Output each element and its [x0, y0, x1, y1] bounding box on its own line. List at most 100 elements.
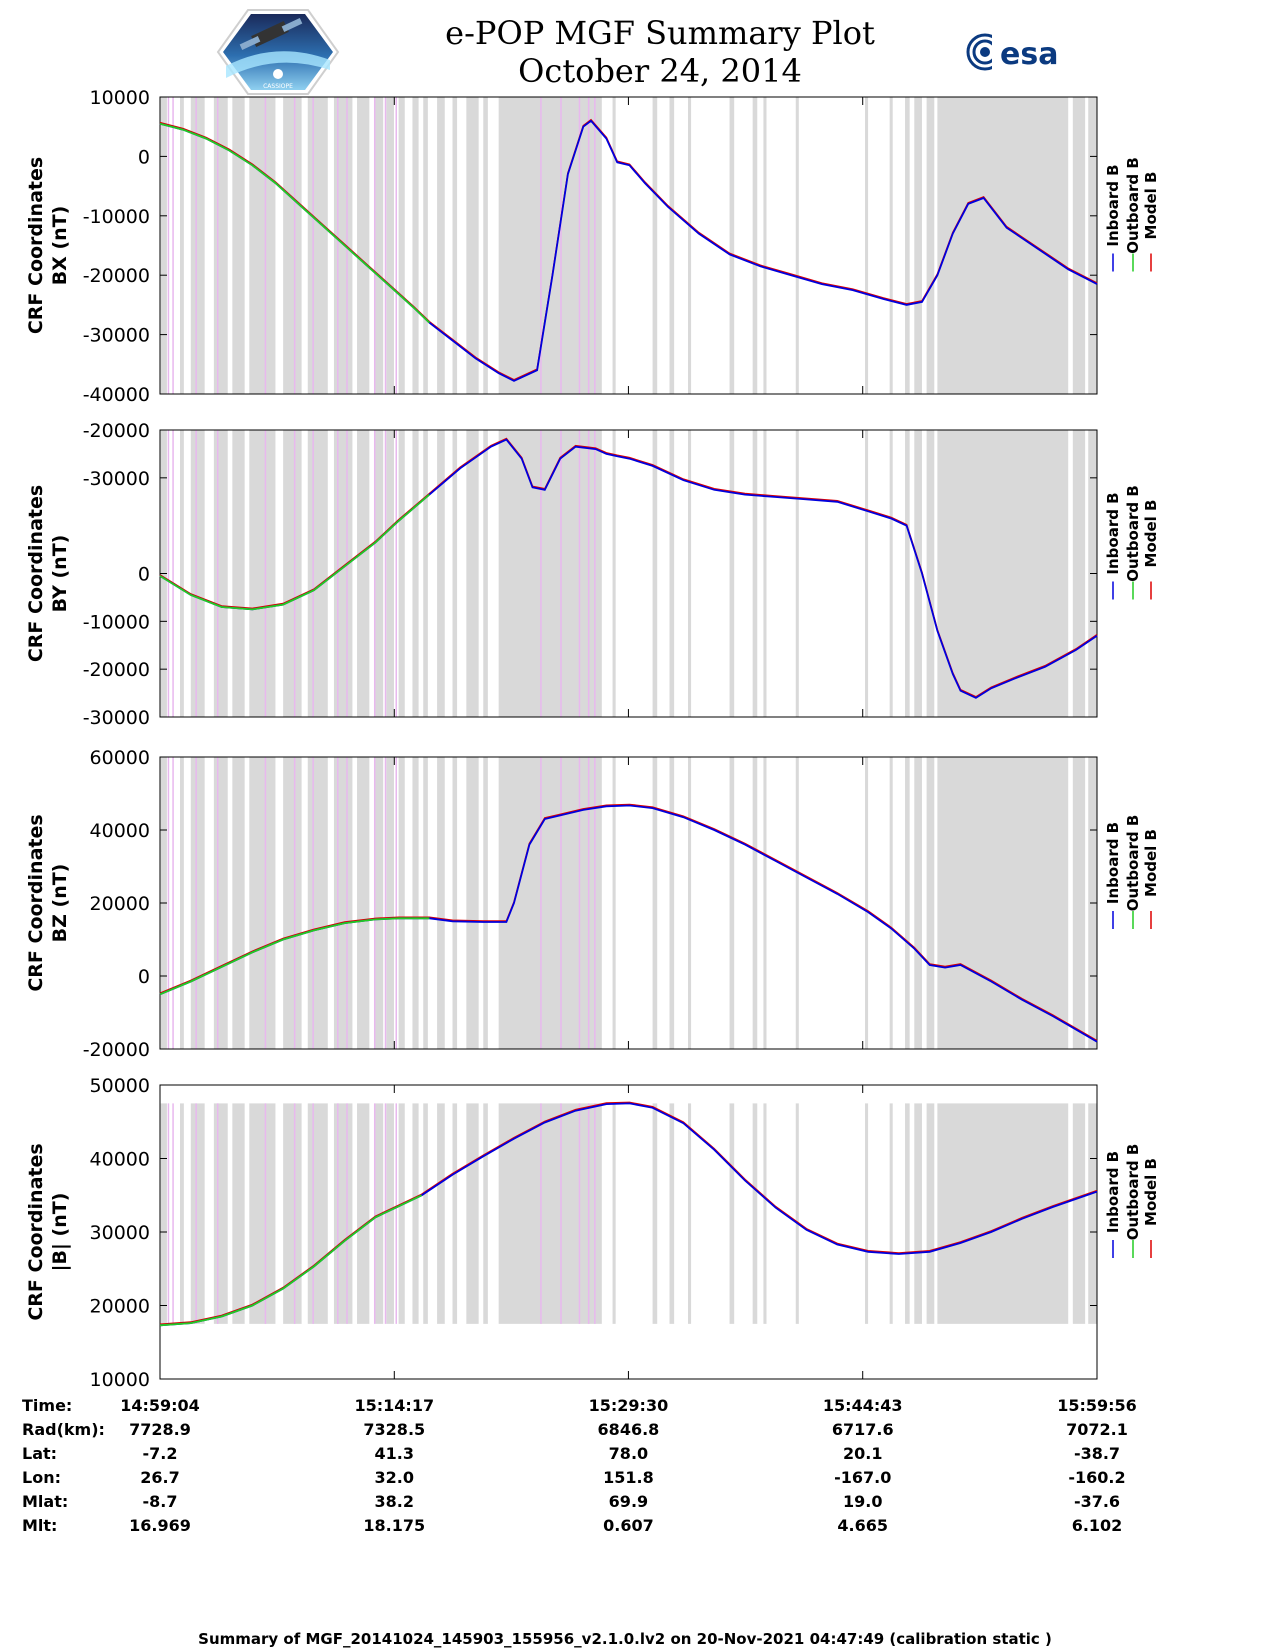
- ytick-label: 20000: [90, 1296, 150, 1318]
- gap-gray-18: [483, 97, 488, 394]
- gap-pink-11: [395, 1103, 398, 1324]
- gap-gray-13: [412, 97, 419, 394]
- gap-gray-24: [729, 757, 735, 1049]
- ytick-label: -40000: [83, 384, 150, 406]
- gap-gray-29: [889, 430, 893, 717]
- gap-pink-16: [594, 757, 596, 1049]
- gap-pink-8: [346, 430, 348, 717]
- gap-gray-13: [412, 430, 419, 717]
- table-cell: -160.2: [1068, 1468, 1125, 1487]
- table-cell: 7072.1: [1066, 1420, 1128, 1439]
- gap-pink-3: [216, 1103, 219, 1324]
- gap-gray-7: [307, 430, 328, 717]
- gap-pink-3: [216, 97, 219, 394]
- gap-gray-17: [466, 757, 479, 1049]
- gap-gray-0: [160, 97, 167, 394]
- gap-gray-2: [190, 430, 205, 717]
- gap-gray-5: [249, 757, 276, 1049]
- gap-pink-13: [560, 757, 562, 1049]
- gap-gray-31: [914, 97, 922, 394]
- gap-pink-4: [264, 757, 267, 1049]
- gap-gray-17: [466, 1103, 479, 1324]
- gap-pink-2: [195, 430, 197, 717]
- gap-pink-4: [264, 430, 267, 717]
- ytick-label: 40000: [90, 1149, 150, 1171]
- gap-gray-9: [357, 757, 370, 1049]
- gap-gray-18: [483, 430, 488, 717]
- legend-label-3: Model B: [1142, 829, 1160, 897]
- gap-gray-0: [160, 1103, 167, 1324]
- gap-pink-2: [195, 757, 197, 1049]
- gap-gray-12: [398, 757, 405, 1049]
- gap-gray-4: [232, 757, 245, 1049]
- gap-gray-35: [1088, 97, 1097, 394]
- gap-pink-13: [560, 97, 562, 394]
- gap-gray-29: [889, 97, 893, 394]
- gap-pink-11: [395, 97, 398, 394]
- gap-gray-6: [283, 1103, 302, 1324]
- gap-pink-0: [167, 97, 170, 394]
- gap-gray-2: [190, 1103, 205, 1324]
- gap-gray-4: [232, 97, 245, 394]
- table-cell: 15:29:30: [589, 1396, 669, 1415]
- gap-gray-11: [386, 97, 394, 394]
- gap-gray-21: [652, 1103, 658, 1324]
- ytick-label: -30000: [83, 707, 150, 729]
- table-cell: 32.0: [375, 1468, 414, 1487]
- gap-gray-17: [466, 430, 479, 717]
- gap-gray-26: [763, 757, 767, 1049]
- series-outboard-b: [159, 1194, 423, 1327]
- gap-pink-11: [395, 430, 398, 717]
- ytick-label: -30000: [83, 468, 150, 490]
- row-label: Time:: [22, 1396, 72, 1415]
- gap-pink-0: [167, 430, 170, 717]
- legend-label-3: Model B: [1142, 500, 1160, 568]
- gap-gray-12: [398, 1103, 405, 1324]
- gap-gray-21: [652, 430, 658, 717]
- ylabel-line1: CRF Coordinates: [25, 485, 47, 662]
- gap-gray-18: [483, 757, 488, 1049]
- table-cell: 26.7: [140, 1468, 179, 1487]
- legend-label-2: Outboard B: [1124, 485, 1142, 582]
- gap-gray-13: [412, 757, 419, 1049]
- footer-caption: Summary of MGF_20141024_145903_155956_v2…: [198, 1630, 1052, 1648]
- gap-pink-2: [195, 1103, 197, 1324]
- figure-title: e-POP MGF Summary Plot: [445, 14, 875, 52]
- gap-pink-5: [293, 757, 296, 1049]
- gap-gray-21: [652, 757, 658, 1049]
- gap-gray-31: [914, 757, 922, 1049]
- table-cell: 4.665: [837, 1516, 888, 1535]
- gap-gray-13: [412, 1103, 419, 1324]
- gap-gray-22: [669, 97, 675, 394]
- gap-gray-27: [795, 1103, 799, 1324]
- gap-gray-22: [669, 757, 675, 1049]
- gap-gray-5: [249, 430, 276, 717]
- series-outboard-b: [159, 493, 430, 611]
- gap-gray-30: [905, 1103, 910, 1324]
- gap-gray-32: [926, 1103, 935, 1324]
- gap-pink-5: [293, 1103, 296, 1324]
- gap-gray-22: [669, 1103, 675, 1324]
- panel-2: -20000 -30000 0 -10000 -20000 -30000 CRF Coord…: [25, 420, 1160, 729]
- gap-gray-3: [213, 757, 228, 1049]
- series-outboard-b: [159, 122, 431, 324]
- gap-gray-32: [926, 757, 935, 1049]
- gap-pink-8: [346, 757, 348, 1049]
- legend-label-3: Model B: [1142, 172, 1160, 240]
- ylabel-line1: CRF Coordinates: [25, 157, 47, 334]
- gap-gray-18: [483, 1103, 488, 1324]
- gap-gray-27: [795, 430, 799, 717]
- gap-gray-1: [180, 97, 184, 394]
- gap-gray-23: [687, 1103, 692, 1324]
- gap-pink-9: [373, 1103, 376, 1324]
- gap-gray-29: [889, 1103, 893, 1324]
- legend-label-1: Inboard B: [1104, 1151, 1122, 1233]
- table-cell: 7328.5: [363, 1420, 425, 1439]
- gap-gray-8: [333, 757, 353, 1049]
- gap-pink-7: [337, 1103, 339, 1324]
- gap-gray-28: [865, 757, 869, 1049]
- gap-gray-1: [180, 1103, 184, 1324]
- gap-gray-26: [763, 97, 767, 394]
- legend-label-2: Outboard B: [1124, 157, 1142, 254]
- gap-gray-23: [687, 757, 692, 1049]
